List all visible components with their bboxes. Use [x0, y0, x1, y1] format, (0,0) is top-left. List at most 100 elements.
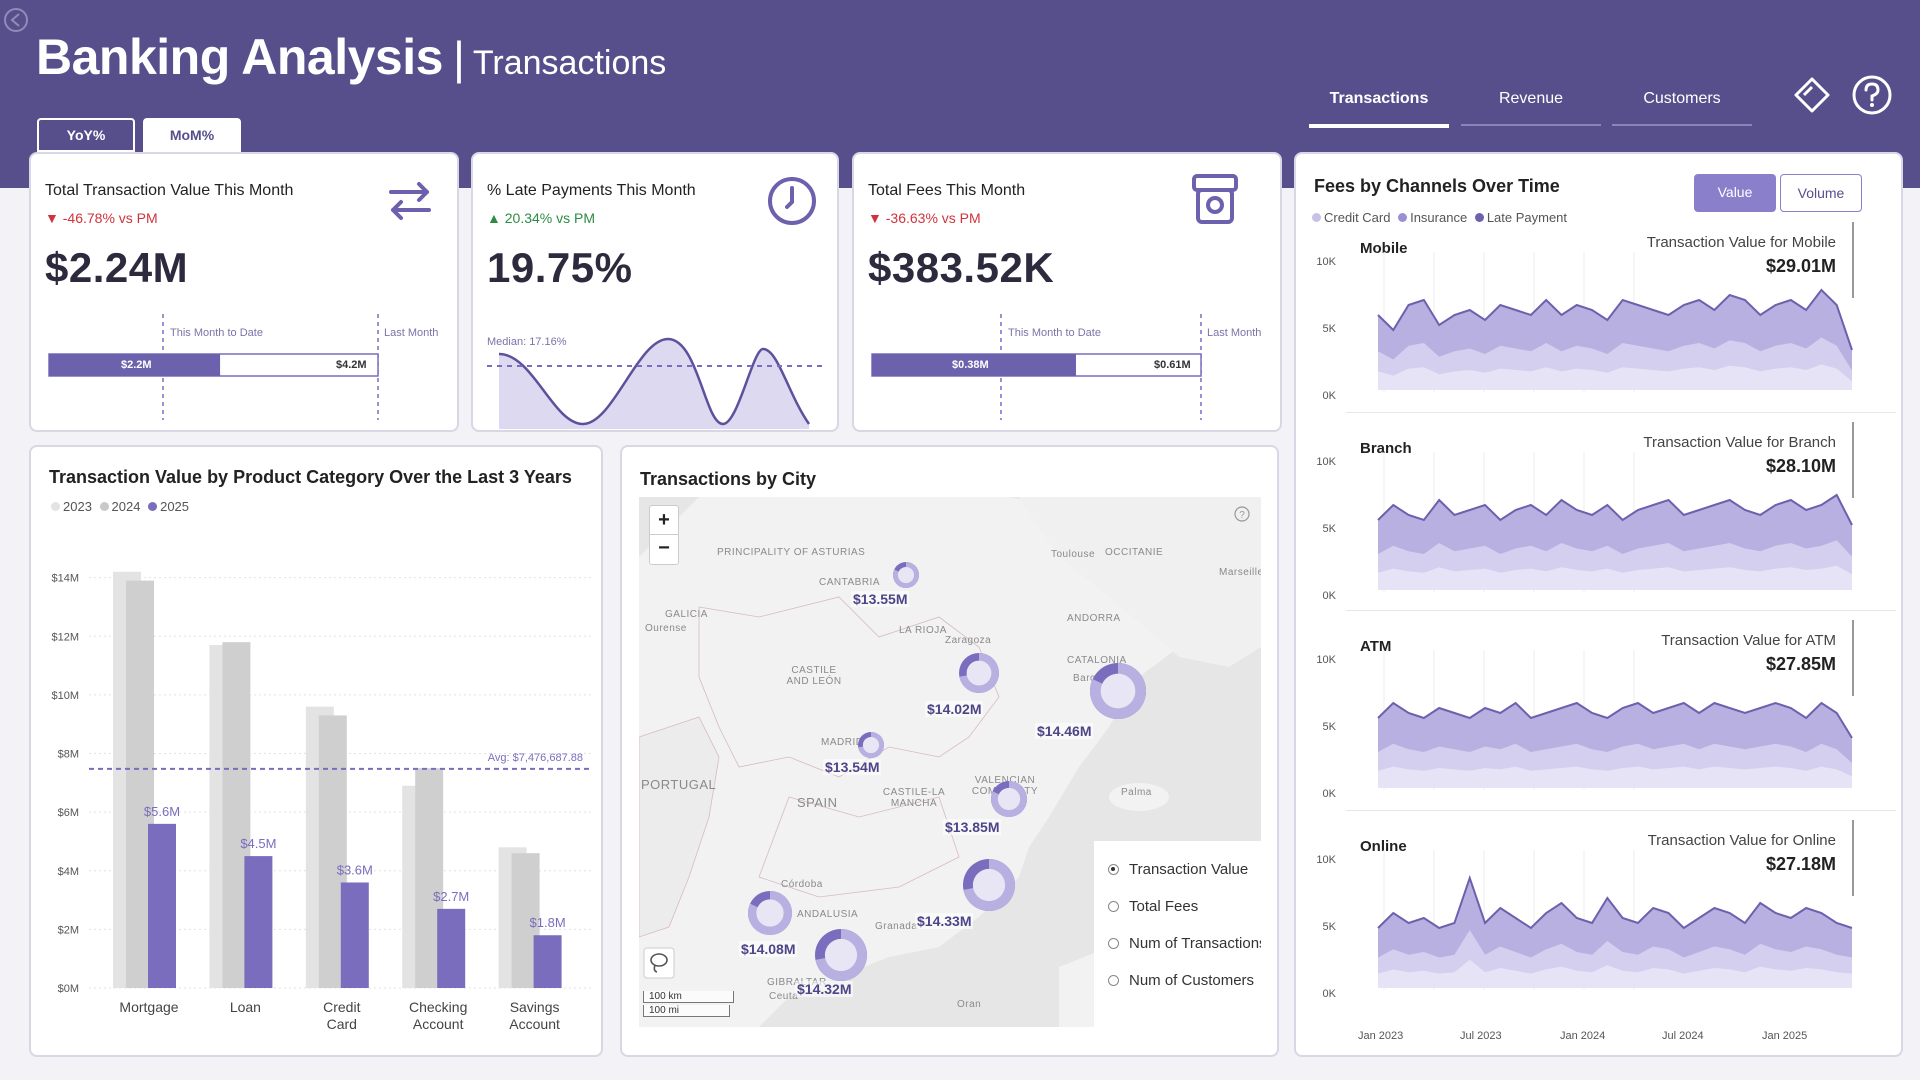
place-label: Oran	[957, 999, 982, 1010]
option-label: Num of Customers	[1129, 972, 1255, 989]
mtd-label: This Month to Date	[1008, 327, 1101, 339]
city-bubble-hole	[966, 660, 992, 686]
zoom-out-button[interactable]: −	[658, 537, 670, 559]
city-bubble-hole	[1100, 673, 1136, 709]
radio	[1108, 938, 1119, 949]
data-label: $2.7M	[433, 889, 469, 904]
map-info-icon[interactable]: ?	[1233, 505, 1251, 523]
channel-value: $29.01M	[1765, 256, 1836, 276]
city-value-label: $14.02M	[925, 701, 984, 717]
place-label: CASTILE AND LEÓN	[786, 665, 842, 687]
legend-2023: 2023	[63, 499, 92, 514]
place-label: GALICIA	[665, 609, 708, 620]
option-num-transactions[interactable]: Num of Transactions	[1108, 935, 1261, 952]
city-value-label: $13.54M	[823, 759, 882, 775]
kpi-title: Total Fees This Month	[868, 182, 1026, 199]
channel-value: $27.85M	[1765, 654, 1836, 674]
place-label: MADRID	[821, 737, 864, 748]
y-tick-label: $6M	[58, 807, 79, 819]
kpi-delta: ▲ 20.34% vs PM	[487, 210, 596, 226]
data-label: $5.6M	[144, 804, 180, 819]
y-tick: 5K	[1322, 721, 1336, 733]
bullet-chart	[871, 314, 1202, 420]
metric-selector: Transaction Value Total Fees Num of Tran…	[1094, 841, 1261, 1027]
lasso-select-icon[interactable]	[643, 947, 675, 979]
channel-panel-mobile: Mobile Transaction Value for Mobile $29.01…	[1296, 212, 1896, 412]
tab-customers[interactable]: Customers	[1612, 90, 1752, 126]
y-tick-label: $10M	[51, 690, 79, 702]
city-value-label: $13.85M	[943, 819, 1002, 835]
mtd-bar	[49, 354, 221, 376]
channel-panel-atm: ATM Transaction Value for ATM $27.85M 10K 5K…	[1296, 610, 1896, 810]
yoy-toggle[interactable]: YoY%	[37, 118, 135, 152]
place-label: CATALONIA	[1067, 655, 1127, 666]
place-label: OCCITANIE	[1105, 547, 1164, 558]
kpi-delta-text: -46.78% vs PM	[62, 210, 158, 226]
mom-toggle[interactable]: MoM%	[143, 118, 241, 152]
zoom-in-button[interactable]: +	[650, 506, 678, 535]
channel-name: Online	[1360, 838, 1407, 855]
sparkline-area	[499, 339, 809, 429]
mtd-value: $2.2M	[121, 359, 152, 371]
value-button[interactable]: Value	[1694, 174, 1776, 212]
fees-by-channels-card: Fees by Channels Over Time Value Volume …	[1294, 152, 1903, 1057]
radio-selected	[1108, 864, 1119, 875]
legend-insurance: Insurance	[1410, 210, 1468, 225]
place-label: CANTABRIA	[819, 577, 880, 588]
tab-revenue[interactable]: Revenue	[1461, 90, 1601, 126]
chart-title: Transaction Value by Product Category Ov…	[49, 467, 572, 487]
data-label: $3.6M	[337, 862, 373, 877]
x-tick: Jul 2024	[1662, 1030, 1704, 1042]
y-tick: 0K	[1322, 390, 1336, 402]
back-arrow-icon[interactable]	[2, 6, 30, 34]
city-value-label: $14.46M	[1035, 723, 1094, 739]
option-label: Transaction Value	[1129, 861, 1249, 878]
area-top-line	[1377, 874, 1853, 930]
legend-credit-card: Credit Card	[1324, 210, 1391, 225]
channel-value: $27.18M	[1765, 854, 1836, 874]
city-map-card: Transactions by City PRINCIPALITY OF AST…	[620, 445, 1279, 1057]
bar-2025-checking-account	[437, 908, 466, 988]
bar-2025-savings-account	[533, 935, 562, 988]
y-tick: 0K	[1322, 590, 1336, 602]
legend-dot-2023	[51, 502, 60, 511]
place-label: CASTILE-LA MANCHA	[882, 787, 946, 809]
kpi-title: % Late Payments This Month	[487, 182, 696, 199]
place-label: Palma	[1121, 787, 1152, 798]
kpi-delta-text: -36.63% vs PM	[885, 210, 981, 226]
sparkline-line	[498, 337, 811, 426]
bookmark-diamond-icon[interactable]	[1791, 74, 1833, 116]
map-canvas[interactable]: PRINCIPALITY OF ASTURIAS CANTABRIA GALIC…	[639, 497, 1261, 1027]
option-total-fees[interactable]: Total Fees	[1108, 898, 1198, 915]
place-label: Zaragoza	[945, 635, 992, 646]
place-label: ANDALUSIA	[797, 909, 859, 920]
y-tick-label: $4M	[58, 866, 79, 878]
place-label: PRINCIPALITY OF ASTURIAS	[717, 547, 866, 558]
place-label: Granada	[875, 921, 918, 932]
place-label: Ourense	[645, 623, 687, 634]
place-label: PORTUGAL	[641, 777, 717, 792]
channel-panel-online: Online Transaction Value for Online $27.18…	[1296, 810, 1896, 1010]
y-tick-label: $8M	[58, 749, 79, 761]
volume-button[interactable]: Volume	[1780, 174, 1862, 212]
option-transaction-value[interactable]: Transaction Value	[1108, 861, 1248, 878]
option-num-customers[interactable]: Num of Customers	[1108, 972, 1254, 989]
kpi-delta: ▼ -46.78% vs PM	[45, 210, 158, 226]
city-value-label: $14.33M	[915, 913, 974, 929]
zoom-controls: + −	[649, 505, 679, 565]
y-tick: 10K	[1316, 456, 1336, 468]
city-bubble-hole	[997, 787, 1021, 811]
y-tick: 0K	[1322, 788, 1336, 800]
kpi-delta-text: 20.34% vs PM	[504, 210, 596, 226]
kpi-value: $2.24M	[45, 244, 189, 291]
area-layer-credit-card	[1378, 364, 1852, 390]
radio	[1108, 975, 1119, 986]
city-value-label: $14.32M	[795, 981, 854, 997]
mtd-value: $0.38M	[952, 359, 989, 371]
tab-transactions[interactable]: Transactions	[1309, 90, 1449, 128]
y-tick: 5K	[1322, 921, 1336, 933]
help-icon[interactable]	[1851, 74, 1893, 116]
city-value-label: $14.08M	[739, 941, 798, 957]
area-layer-credit-card	[1378, 959, 1852, 988]
y-tick: 5K	[1322, 523, 1336, 535]
